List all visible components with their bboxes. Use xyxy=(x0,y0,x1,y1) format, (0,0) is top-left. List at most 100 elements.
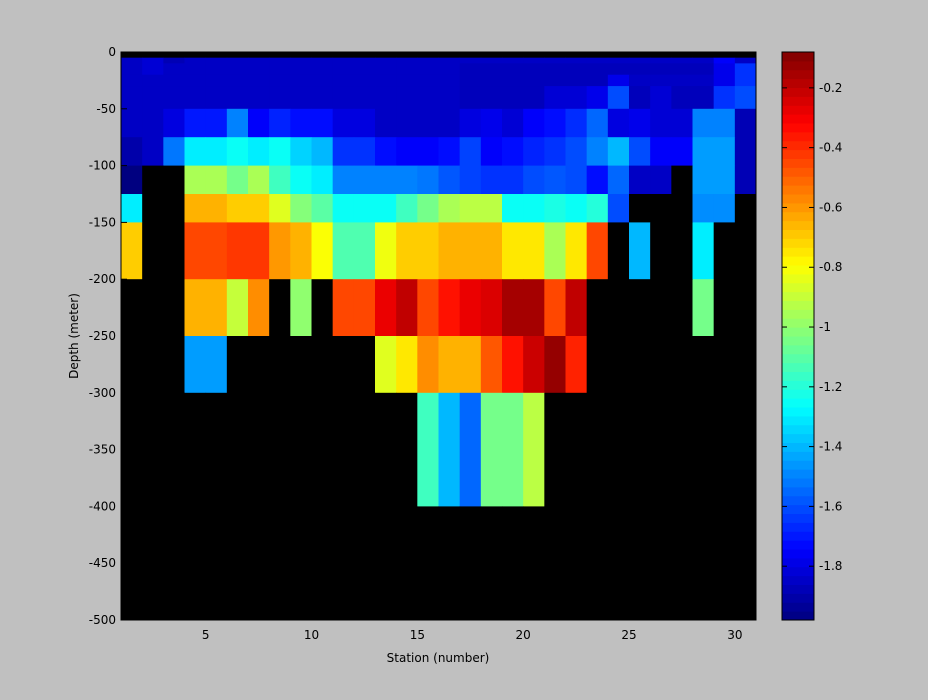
heatmap-cell xyxy=(226,506,249,621)
heatmap-cell xyxy=(396,165,418,195)
heatmap-cell xyxy=(502,336,524,394)
heatmap-cell xyxy=(353,86,376,110)
heatmap-cell xyxy=(142,108,164,138)
heatmap-cell xyxy=(629,165,651,195)
heatmap-cell xyxy=(269,137,291,166)
heatmap-cell xyxy=(184,279,207,337)
heatmap-cell xyxy=(438,506,461,621)
heatmap-cell xyxy=(205,279,228,337)
heatmap-cell xyxy=(692,108,715,138)
heatmap-cell xyxy=(121,137,143,166)
heatmap-cell xyxy=(565,194,588,223)
heatmap-cell xyxy=(565,222,588,280)
heatmap-cell xyxy=(586,63,609,76)
heatmap-cell xyxy=(650,222,672,280)
heatmap-cell xyxy=(332,63,355,76)
x-tick-label: 25 xyxy=(621,628,636,642)
heatmap-cell xyxy=(459,336,482,394)
heatmap-cell xyxy=(692,57,715,64)
heatmap-cell xyxy=(332,137,355,166)
heatmap-cell xyxy=(205,137,228,166)
heatmap-cell xyxy=(480,137,503,166)
y-tick-label: -450 xyxy=(89,556,116,570)
heatmap-cell xyxy=(438,108,461,138)
heatmap-cell xyxy=(650,86,672,110)
heatmap-cell xyxy=(480,392,503,507)
heatmap-cell xyxy=(629,222,651,280)
x-tick-label: 5 xyxy=(202,628,210,642)
heatmap-cell xyxy=(248,74,270,87)
heatmap-cell xyxy=(121,392,143,507)
y-tick-label: -100 xyxy=(89,159,116,173)
heatmap-cell xyxy=(163,222,185,280)
heatmap-cell xyxy=(565,392,588,507)
heatmap-cell xyxy=(523,63,545,76)
heatmap-cell xyxy=(459,108,482,138)
heatmap-cell xyxy=(142,52,164,59)
heatmap-cell xyxy=(544,506,566,621)
heatmap-cell xyxy=(417,165,439,195)
heatmap-cell xyxy=(671,57,693,64)
heatmap-cell xyxy=(163,165,185,195)
heatmap-cell xyxy=(375,279,397,337)
heatmap-cell xyxy=(692,52,715,59)
heatmap-cell xyxy=(438,279,461,337)
heatmap-cell xyxy=(502,506,524,621)
y-tick-label: -200 xyxy=(89,272,116,286)
heatmap-cell xyxy=(184,194,207,223)
heatmap-cell xyxy=(438,74,461,87)
heatmap-cell xyxy=(502,74,524,87)
heatmap-cell xyxy=(269,506,291,621)
heatmap-cell xyxy=(565,137,588,166)
heatmap-cell xyxy=(523,86,545,110)
heatmap-cell xyxy=(290,336,312,394)
heatmap-cell xyxy=(269,165,291,195)
heatmap-cell xyxy=(713,165,736,195)
heatmap-cell xyxy=(184,165,207,195)
heatmap-cell xyxy=(544,194,566,223)
heatmap-cell xyxy=(586,279,609,337)
heatmap-cell xyxy=(417,52,439,59)
heatmap-cell xyxy=(205,86,228,110)
heatmap-cell xyxy=(692,222,715,280)
heatmap-cell xyxy=(438,57,461,64)
heatmap-cell xyxy=(205,52,228,59)
heatmap-cell xyxy=(142,86,164,110)
heatmap-cell xyxy=(163,74,185,87)
heatmap-cell xyxy=(353,108,376,138)
x-tick-label: 30 xyxy=(727,628,742,642)
heatmap-cell xyxy=(734,279,757,337)
heatmap-cell xyxy=(565,57,588,64)
heatmap-cell xyxy=(607,336,630,394)
heatmap-cell xyxy=(142,336,164,394)
heatmap-cell xyxy=(459,165,482,195)
heatmap-cell xyxy=(629,108,651,138)
heatmap-cell xyxy=(248,392,270,507)
heatmap-cell xyxy=(311,63,334,76)
heatmap-cell xyxy=(544,392,566,507)
heatmap-cell xyxy=(671,392,693,507)
heatmap-cell xyxy=(205,336,228,394)
heatmap-cell xyxy=(734,506,757,621)
heatmap-cell xyxy=(544,336,566,394)
heatmap-cell xyxy=(396,506,418,621)
heatmap-cell xyxy=(332,108,355,138)
heatmap-cell xyxy=(692,165,715,195)
heatmap-cell xyxy=(523,336,545,394)
heatmap-cell xyxy=(502,57,524,64)
heatmap-cell xyxy=(311,222,334,280)
heatmap-cell xyxy=(353,137,376,166)
heatmap-cell xyxy=(607,279,630,337)
heatmap-cell xyxy=(586,392,609,507)
heatmap-cell xyxy=(121,74,143,87)
heatmap-cell xyxy=(586,506,609,621)
heatmap-cell xyxy=(629,57,651,64)
heatmap-cell xyxy=(565,165,588,195)
heatmap-cell xyxy=(311,506,334,621)
heatmap-cell xyxy=(586,52,609,59)
heatmap-cell xyxy=(121,63,143,76)
heatmap-cell xyxy=(353,336,376,394)
heatmap-cell xyxy=(396,52,418,59)
heatmap-cell xyxy=(734,336,757,394)
